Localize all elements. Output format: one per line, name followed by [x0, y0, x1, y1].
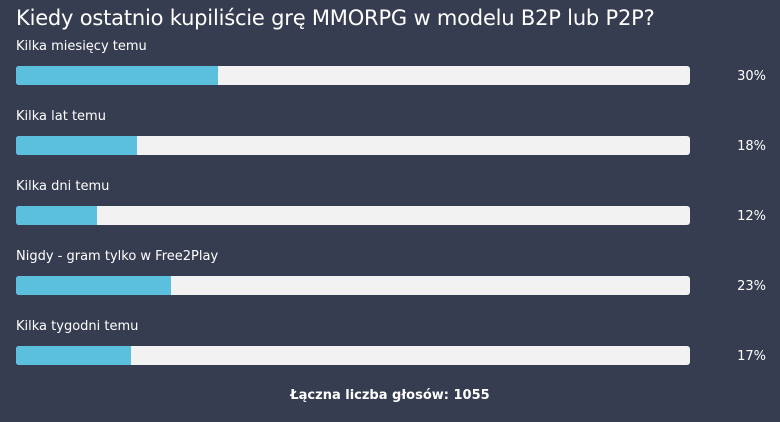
option-label: Kilka tygodni temu: [16, 319, 139, 334]
total-votes: Łączna liczba głosów: 1055: [0, 386, 780, 406]
option-label: Nigdy - gram tylko w Free2Play: [16, 249, 219, 264]
option-label: Kilka dni temu: [16, 179, 110, 194]
poll-option: Kilka dni temu 12%: [0, 178, 780, 248]
total-votes-label: Łączna liczba głosów: 1055: [290, 388, 490, 403]
result-bar-track: [16, 136, 690, 155]
result-bar-track: [16, 276, 690, 295]
poll-option: Kilka tygodni temu 17%: [0, 318, 780, 388]
result-bar-fill: [16, 346, 131, 365]
option-percent: 30%: [737, 69, 766, 84]
result-bar-track: [16, 66, 690, 85]
poll-option: Kilka miesięcy temu 30%: [0, 38, 780, 108]
result-bar-track: [16, 206, 690, 225]
option-label: Kilka lat temu: [16, 109, 106, 124]
result-bar-fill: [16, 136, 138, 155]
option-percent: 17%: [737, 349, 766, 364]
option-percent: 23%: [737, 279, 766, 294]
result-bar-fill: [16, 66, 219, 85]
poll-question: Kiedy ostatnio kupiliście grę MMORPG w m…: [16, 6, 655, 30]
option-percent: 12%: [737, 209, 766, 224]
poll-option: Kilka lat temu 18%: [0, 108, 780, 178]
result-bar-fill: [16, 206, 97, 225]
result-bar-track: [16, 346, 690, 365]
poll-option: Nigdy - gram tylko w Free2Play 23%: [0, 248, 780, 318]
option-label: Kilka miesięcy temu: [16, 39, 147, 54]
option-percent: 18%: [737, 139, 766, 154]
result-bar-fill: [16, 276, 172, 295]
